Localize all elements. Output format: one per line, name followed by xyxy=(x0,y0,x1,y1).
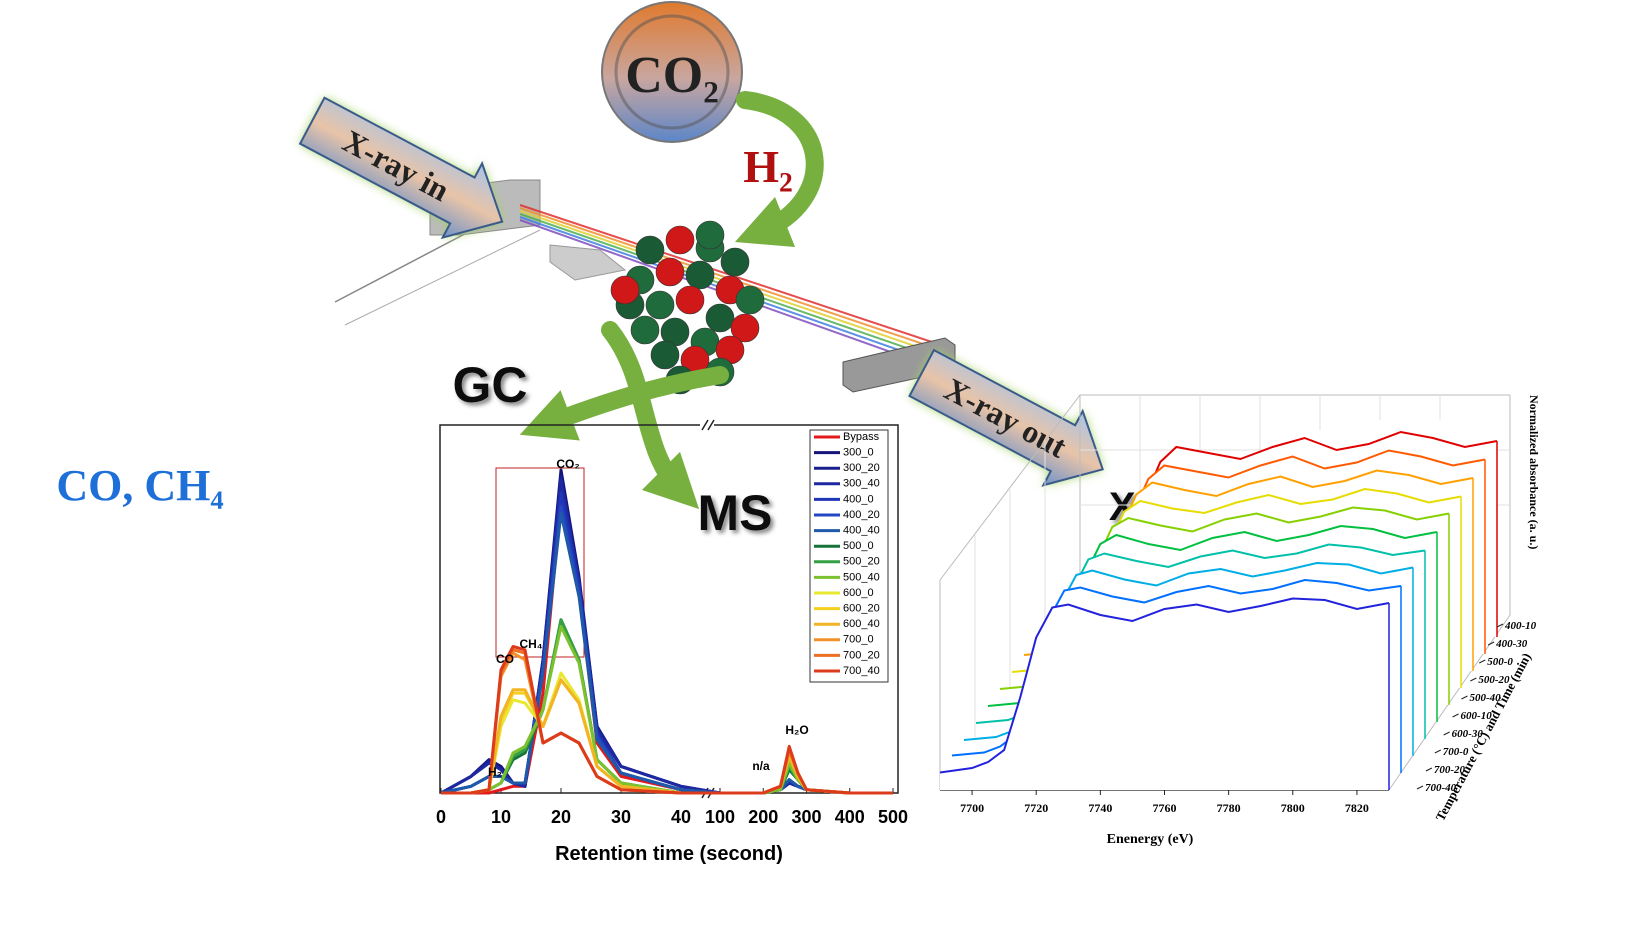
z-tick xyxy=(1452,713,1459,718)
peak-label: CH₄ xyxy=(519,637,542,651)
x-tick-label: 40 xyxy=(671,807,691,827)
legend-label: 300_0 xyxy=(843,447,874,459)
flow-arrows xyxy=(519,91,824,510)
z-tick-label: 700-40 xyxy=(1425,782,1457,794)
axis-break xyxy=(700,418,715,800)
peak-label: H₂ xyxy=(488,765,502,779)
z-tick-label: 400-10 xyxy=(1504,620,1537,632)
peak-label: n/a xyxy=(752,759,770,773)
peak-label: H₂O xyxy=(785,723,808,737)
particle xyxy=(720,247,750,277)
particle xyxy=(665,225,695,255)
particle xyxy=(650,340,680,370)
x-tick-label: 30 xyxy=(611,807,631,827)
z-tick xyxy=(1461,695,1468,700)
curve-backdrop xyxy=(940,598,1389,790)
legend-label: 300_20 xyxy=(843,462,880,474)
x-tick-label: 7800 xyxy=(1281,801,1305,815)
legend-label: 700_20 xyxy=(843,649,880,661)
xray-in-arrow: X-ray in xyxy=(298,96,504,240)
x-tick-label: 400 xyxy=(835,807,865,827)
catalyst-cluster xyxy=(610,220,765,395)
z-tick-label: 400-30 xyxy=(1495,638,1528,650)
x-tick-label: 7720 xyxy=(1024,801,1048,815)
legend-label: Bypass xyxy=(843,431,880,443)
z-tick xyxy=(1478,659,1486,664)
series-line xyxy=(441,645,893,795)
legend-label: 700_40 xyxy=(843,665,880,677)
z-tick-label: 500-0 xyxy=(1487,656,1513,668)
ms-label: MS xyxy=(698,485,773,541)
legend-label: 400_0 xyxy=(843,493,874,505)
x-tick-label: 20 xyxy=(551,807,571,827)
gc-label: GC xyxy=(453,357,528,413)
particle xyxy=(695,220,725,250)
x-tick-label: 10 xyxy=(491,807,511,827)
legend-label: 600_20 xyxy=(843,603,880,615)
xas-chart: Enenergy (eV) Normalized absorbance (a. … xyxy=(939,394,1541,847)
highlight-box xyxy=(495,467,585,658)
legend-label: 400_40 xyxy=(843,525,880,537)
xray-out-arrow: X-ray out xyxy=(908,348,1105,487)
co2-label: CO₂ xyxy=(625,47,719,104)
legend-label: 300_40 xyxy=(843,478,880,490)
legend-label: 700_0 xyxy=(843,634,874,646)
x-tick-label: 7740 xyxy=(1088,801,1112,815)
z-tick-label: 500-40 xyxy=(1469,692,1501,704)
x-tick-label: 7760 xyxy=(1153,801,1177,815)
x-tick-label: 7780 xyxy=(1217,801,1241,815)
z-tick xyxy=(1487,641,1495,646)
legend-label: 600_0 xyxy=(843,587,874,599)
x-axis-title: Enenergy (eV) xyxy=(1107,832,1194,847)
z-tick-label: 600-30 xyxy=(1452,728,1484,740)
z-tick-label: 700-20 xyxy=(1434,764,1466,776)
particle xyxy=(735,285,765,315)
co2-sphere: CO₂ xyxy=(601,1,743,143)
particle xyxy=(675,285,705,315)
spectrum xyxy=(939,597,1390,774)
particle xyxy=(645,290,675,320)
gc-chart: Retention time (second) 0 10 20 30 40 100 200 3… xyxy=(436,418,908,865)
z-tick xyxy=(1443,731,1450,736)
x-axis-title: Retention time (second) xyxy=(555,843,783,865)
z-tick xyxy=(1470,677,1477,682)
legend-label: 500_20 xyxy=(843,556,880,568)
particle xyxy=(635,235,665,265)
z-tick xyxy=(1434,749,1442,754)
z-tick xyxy=(1496,623,1504,628)
z-tick xyxy=(1425,767,1433,772)
legend-label: 600_40 xyxy=(843,618,880,630)
x-tick-label: 200 xyxy=(748,807,778,827)
particle xyxy=(685,260,715,290)
x-tick-label: 7820 xyxy=(1345,801,1369,815)
x-tick-label: 0 xyxy=(436,807,446,827)
x-tick-label: 300 xyxy=(791,807,821,827)
x-tick-label: 500 xyxy=(878,807,908,827)
y-axis-title: Normalized absorbance (a. u.) xyxy=(1527,395,1541,549)
z-tick-label: 600-10 xyxy=(1461,710,1493,722)
legend-label: 500_0 xyxy=(843,540,874,552)
series-line xyxy=(441,625,893,795)
particle xyxy=(630,315,660,345)
z-tick-label: 500-20 xyxy=(1478,674,1510,686)
z-tick-label: 700-0 xyxy=(1443,746,1469,758)
legend-label: 400_20 xyxy=(843,509,880,521)
z-tick xyxy=(1416,785,1424,790)
particle xyxy=(705,303,735,333)
x-tick-label: 100 xyxy=(705,807,735,827)
h2-label: H₂ xyxy=(743,141,793,192)
legend-label: 500_40 xyxy=(843,571,880,583)
peak-label: CO₂ xyxy=(556,457,579,471)
particle xyxy=(655,257,685,287)
products-label: CO, CH₄ xyxy=(56,461,223,510)
x-tick-label: 7700 xyxy=(960,801,984,815)
particle xyxy=(730,313,760,343)
particle xyxy=(610,275,640,305)
peak-label: CO xyxy=(496,652,514,666)
